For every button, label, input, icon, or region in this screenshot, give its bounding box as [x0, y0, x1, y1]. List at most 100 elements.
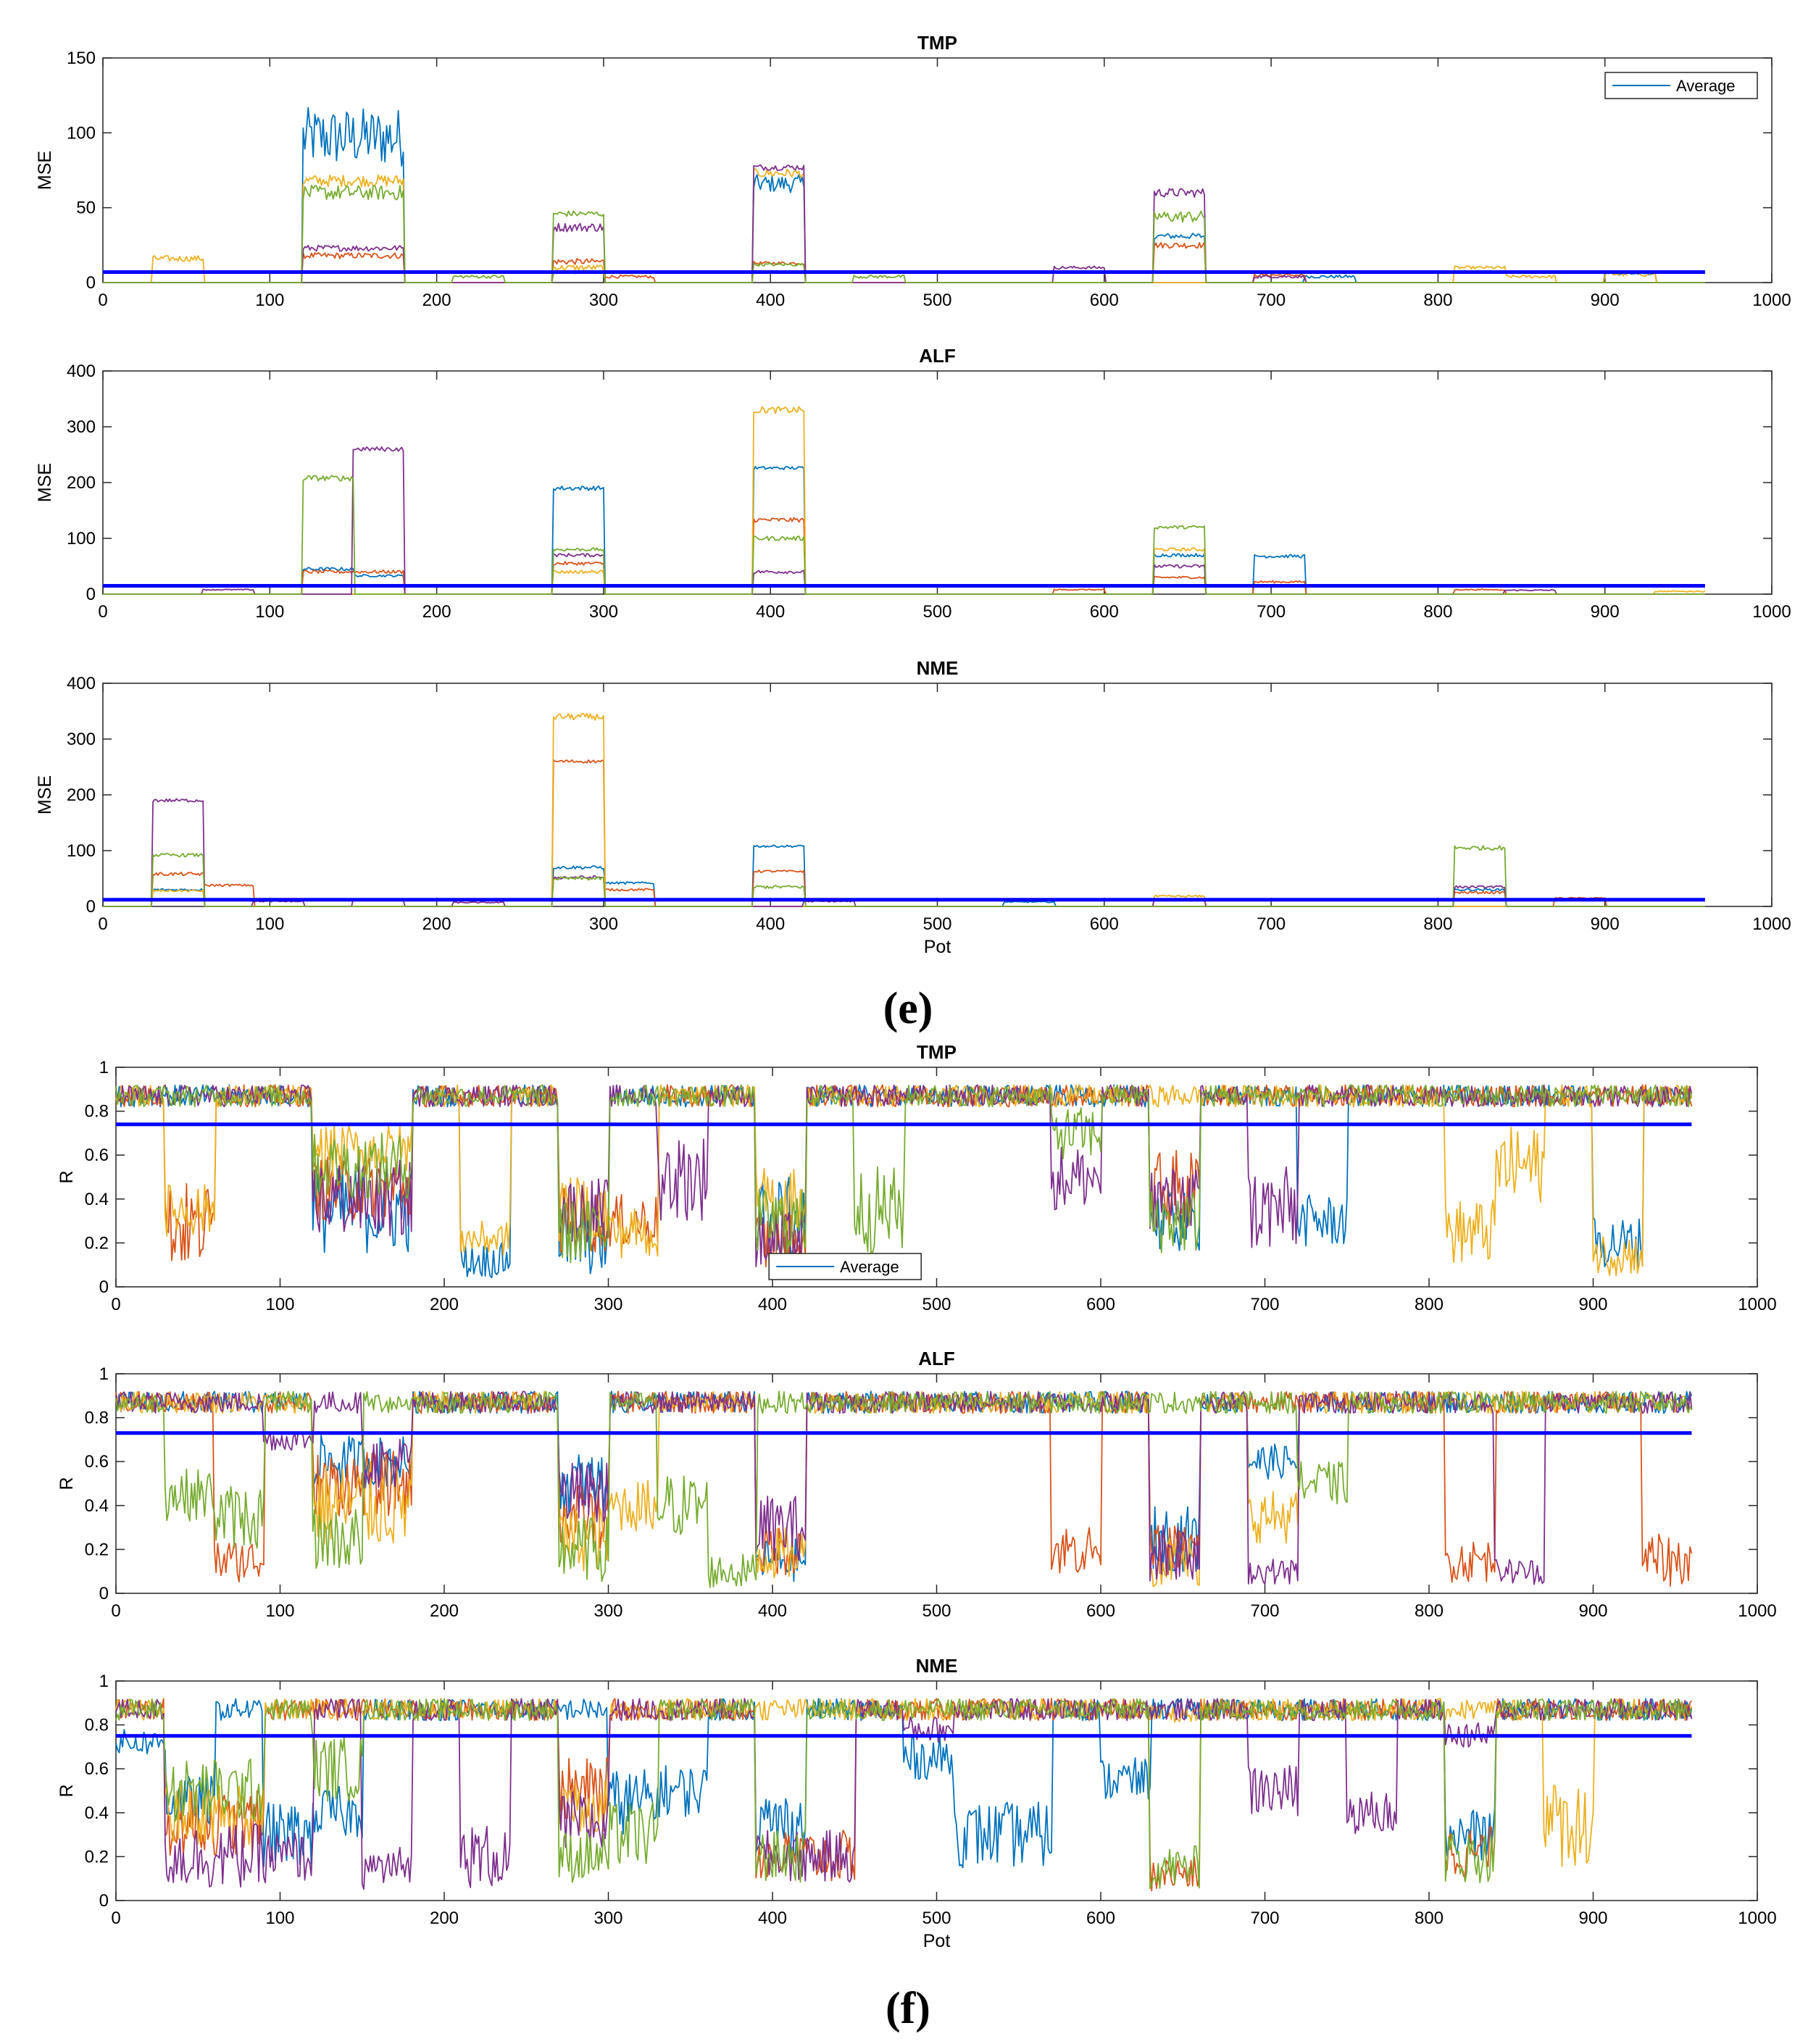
y-axis-label: MSE [35, 463, 55, 502]
x-tick-label: 900 [1578, 1601, 1607, 1621]
x-tick-label: 700 [1250, 1601, 1279, 1621]
x-tick-label: 900 [1578, 1295, 1607, 1314]
x-tick-label: 700 [1257, 914, 1286, 934]
series-line-2 [115, 1084, 1693, 1277]
chart-f-alf: 0 100 200 300 400 500 600 700 800 900 1000 0 0.2 0.4 0… [57, 1348, 1777, 1621]
x-axis-label: Pot [924, 937, 951, 957]
x-tick-label: 1000 [1752, 291, 1791, 310]
x-tick-label: 1000 [1738, 1295, 1776, 1314]
x-tick-label: 900 [1591, 914, 1620, 934]
x-tick-label: 200 [430, 1601, 459, 1621]
series-line-5 [115, 1390, 1693, 1588]
y-tick-label: 100 [67, 123, 96, 143]
y-tick-label: 300 [67, 417, 96, 437]
plot-frame [102, 683, 1773, 907]
x-tick-label: 100 [255, 914, 284, 934]
x-tick-label: 300 [593, 1909, 622, 1928]
chart-title: TMP [917, 1041, 957, 1063]
x-tick-label: 800 [1415, 1909, 1444, 1928]
y-tick-label: 0.8 [85, 1102, 109, 1122]
x-tick-label: 0 [111, 1295, 120, 1314]
x-tick-label: 400 [756, 602, 785, 622]
legend: Average [768, 1253, 922, 1280]
y-tick-label: 0.4 [85, 1496, 109, 1516]
plot-frame [102, 57, 1773, 283]
y-tick-label: 400 [67, 674, 96, 693]
legend-label: Average [840, 1258, 899, 1276]
y-tick-label: 0.2 [85, 1233, 109, 1253]
y-axis-label: MSE [35, 775, 55, 814]
x-tick-label: 300 [593, 1295, 622, 1314]
series-line-5 [103, 475, 1705, 595]
x-tick-label: 200 [430, 1909, 459, 1928]
x-tick-label: 200 [422, 291, 451, 310]
chart-f-tmp: 0 100 200 300 400 500 600 700 800 900 1000 0 0.2 0.4 0… [57, 1041, 1777, 1314]
chart-e-tmp: 0 100 200 300 400 500 600 700 800 900 1000 0 50 100 15… [35, 32, 1791, 310]
x-tick-label: 400 [756, 291, 785, 310]
x-tick-label: 100 [255, 602, 284, 622]
series-line-5 [115, 1698, 1693, 1890]
legend: Average [1604, 72, 1758, 99]
x-tick-label: 400 [758, 1601, 787, 1621]
x-tick-label: 100 [265, 1909, 294, 1928]
y-tick-label: 0.8 [85, 1716, 109, 1735]
x-tick-label: 600 [1090, 602, 1119, 622]
y-tick-label: 0.8 [85, 1409, 109, 1428]
y-tick-label: 1 [99, 1364, 109, 1384]
x-tick-label: 200 [422, 914, 451, 934]
series-line-4 [115, 1084, 1693, 1272]
x-tick-label: 300 [589, 602, 618, 622]
y-tick-label: 1 [99, 1672, 109, 1691]
x-tick-label: 900 [1591, 291, 1620, 310]
y-tick-label: 150 [67, 49, 96, 68]
x-tick-label: 900 [1591, 602, 1620, 622]
x-tick-label: 0 [111, 1601, 120, 1621]
y-tick-label: 0.6 [85, 1759, 109, 1779]
x-tick-label: 100 [265, 1295, 294, 1314]
y-tick-label: 0.2 [85, 1847, 109, 1866]
series-line-5 [103, 184, 1705, 283]
x-tick-label: 200 [430, 1295, 459, 1314]
y-tick-label: 0 [99, 1584, 109, 1603]
x-tick-label: 500 [922, 291, 951, 310]
y-tick-label: 300 [67, 730, 96, 749]
x-tick-label: 800 [1423, 602, 1452, 622]
x-tick-label: 500 [922, 1295, 951, 1314]
x-tick-label: 300 [589, 914, 618, 934]
series-line-4 [115, 1698, 1693, 1890]
y-tick-label: 0 [86, 273, 96, 293]
x-tick-label: 800 [1415, 1295, 1444, 1314]
x-axis-label: Pot [923, 1931, 951, 1951]
chart-title: TMP [917, 32, 957, 54]
x-tick-label: 700 [1257, 291, 1286, 310]
x-tick-label: 100 [255, 291, 284, 310]
y-tick-label: 1 [99, 1058, 109, 1077]
x-tick-label: 0 [98, 291, 107, 310]
x-tick-label: 500 [922, 1909, 951, 1928]
x-tick-label: 0 [111, 1909, 120, 1928]
chart-title: NME [917, 657, 959, 679]
y-tick-label: 0.4 [85, 1803, 109, 1823]
chart-title: ALF [919, 345, 956, 367]
y-tick-label: 200 [67, 785, 96, 805]
legend-label: Average [1676, 77, 1736, 95]
x-tick-label: 0 [98, 602, 107, 622]
x-tick-label: 600 [1086, 1601, 1115, 1621]
y-tick-label: 100 [67, 529, 96, 548]
y-axis-label: R [57, 1784, 77, 1797]
y-tick-label: 200 [67, 473, 96, 493]
x-tick-label: 600 [1086, 1909, 1115, 1928]
x-tick-label: 600 [1086, 1295, 1115, 1314]
x-tick-label: 800 [1423, 914, 1452, 934]
x-tick-label: 600 [1090, 914, 1119, 934]
x-tick-label: 900 [1578, 1909, 1607, 1928]
y-tick-label: 0.2 [85, 1540, 109, 1559]
chart-e-alf: 0 100 200 300 400 500 600 700 800 900 1000 0 100 200 3… [35, 345, 1791, 622]
x-tick-label: 700 [1257, 602, 1286, 622]
x-tick-label: 500 [922, 914, 951, 934]
x-tick-label: 0 [98, 914, 107, 934]
x-tick-label: 1000 [1752, 602, 1791, 622]
x-tick-label: 200 [422, 602, 451, 622]
series-line-5 [103, 845, 1705, 907]
